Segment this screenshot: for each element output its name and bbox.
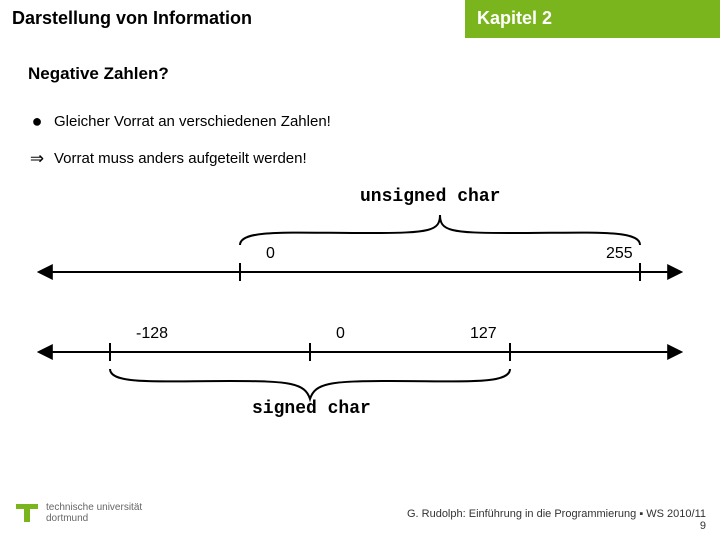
- subtitle: Negative Zahlen?: [28, 64, 692, 84]
- header-title-right: Kapitel 2: [465, 0, 720, 38]
- bullet-item: ● Gleicher Vorrat an verschiedenen Zahle…: [28, 112, 692, 130]
- unsigned-end-label: 255: [606, 245, 633, 263]
- signed-char-label: signed char: [252, 399, 371, 419]
- brace-top: [30, 209, 690, 253]
- header-title-left: Darstellung von Information: [0, 0, 465, 38]
- university-name: technische universität dortmund: [46, 502, 142, 524]
- university-logo: technische universität dortmund: [14, 500, 142, 526]
- bullet-item: ⇒ Vorrat muss anders aufgeteilt werden!: [28, 150, 692, 167]
- signed-end-label: 127: [470, 325, 497, 343]
- bullet-text: Gleicher Vorrat an verschiedenen Zahlen!: [54, 113, 331, 130]
- content-area: Negative Zahlen? ● Gleicher Vorrat an ve…: [0, 38, 720, 417]
- header-bar: Darstellung von Information Kapitel 2: [0, 0, 720, 38]
- bullet-text: Vorrat muss anders aufgeteilt werden!: [54, 150, 307, 167]
- tu-logo-icon: [14, 500, 40, 526]
- number-line-diagram: unsigned char 0 255: [30, 187, 690, 417]
- unsigned-number-line: [30, 257, 690, 287]
- bullet-marker-dot: ●: [28, 112, 46, 130]
- uni-line1: technische universität: [46, 502, 142, 513]
- signed-start-label: -128: [136, 325, 168, 343]
- footer: technische universität dortmund G. Rudol…: [0, 508, 720, 532]
- uni-line2: dortmund: [46, 513, 142, 524]
- signed-mid-label: 0: [336, 325, 345, 343]
- unsigned-start-label: 0: [266, 245, 275, 263]
- bullet-marker-arrow: ⇒: [28, 150, 46, 167]
- unsigned-char-label: unsigned char: [360, 187, 500, 207]
